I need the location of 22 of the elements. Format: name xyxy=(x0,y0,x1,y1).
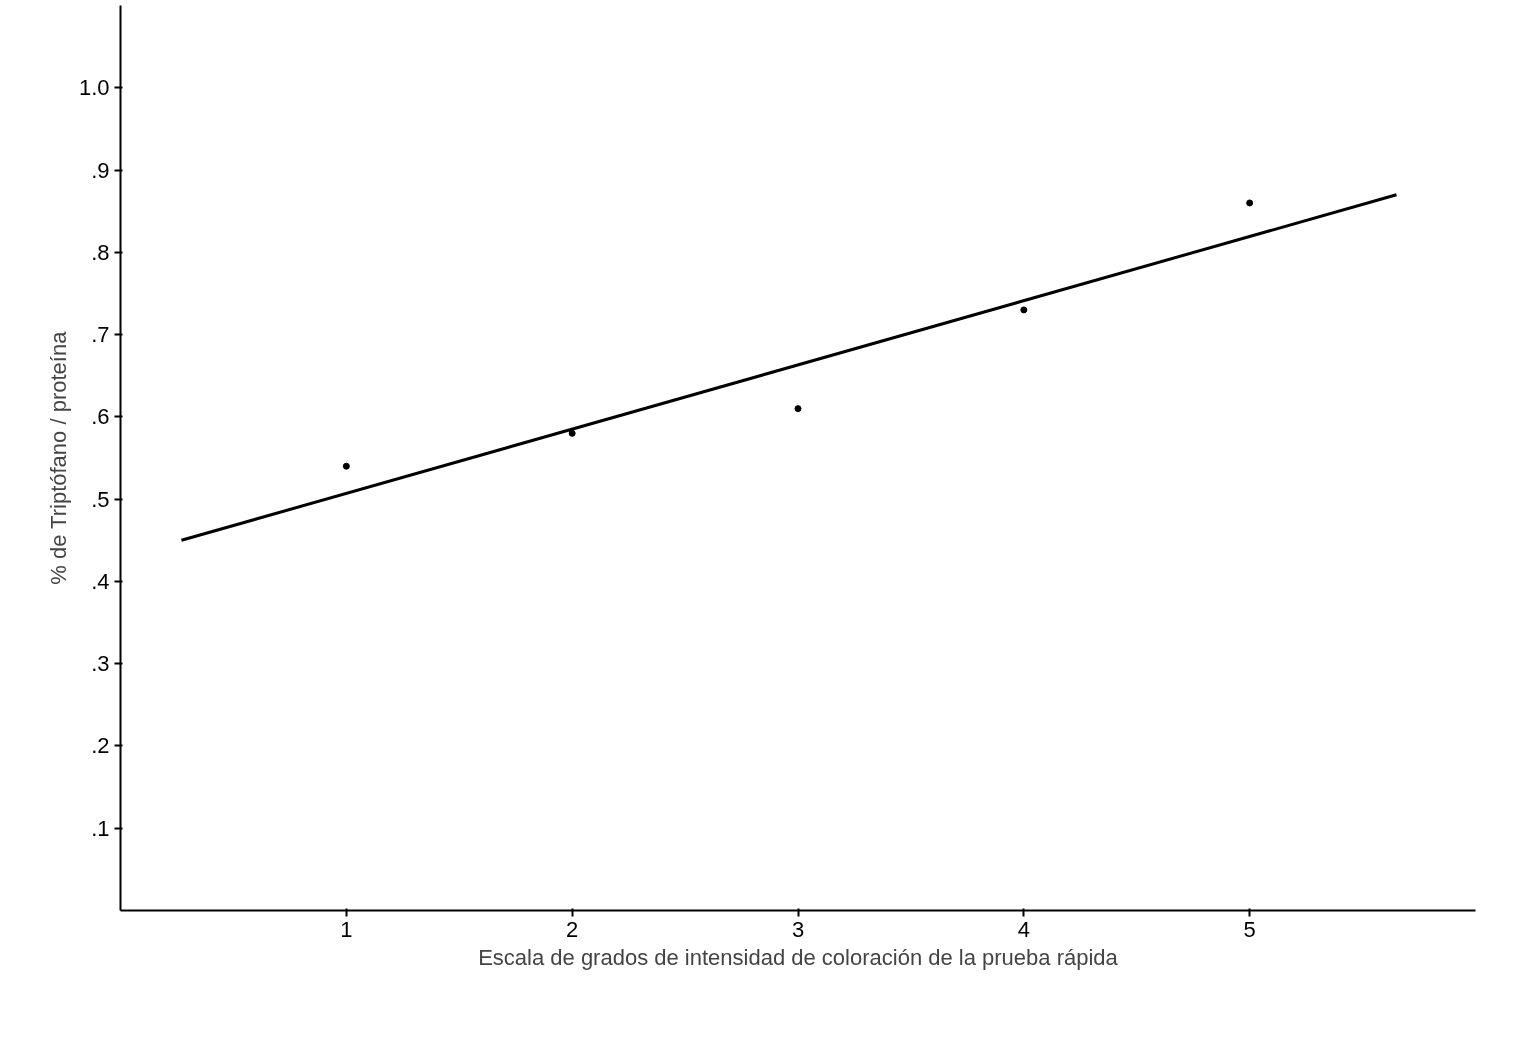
x-tick-label: 2 xyxy=(566,916,579,942)
y-axis-title: % de Triptófano / proteína xyxy=(45,330,71,585)
point xyxy=(1246,199,1254,207)
x-axis-title: Escala de grados de intensidad de coloración de la prueba rápida xyxy=(478,944,1119,970)
x-tick-label: 1 xyxy=(340,916,353,942)
point xyxy=(342,462,350,470)
y-tick-label: 1.0 xyxy=(78,75,110,101)
y-tick-label: .4 xyxy=(91,568,110,594)
y-tick-label: .9 xyxy=(91,157,110,183)
point xyxy=(568,429,576,437)
y-tick-label: .7 xyxy=(91,322,110,348)
x-tick-label: 3 xyxy=(791,916,805,942)
y-tick-label: .2 xyxy=(91,733,110,759)
y-tick-label: .6 xyxy=(91,404,110,430)
y-tick-label: .8 xyxy=(91,239,110,265)
point xyxy=(794,405,802,413)
y-tick-label: .1 xyxy=(91,815,110,841)
x-tick-label: 5 xyxy=(1243,916,1256,942)
y-tick-label: .3 xyxy=(91,651,110,677)
point xyxy=(1020,306,1028,314)
x-tick-label: 4 xyxy=(1017,916,1030,942)
y-tick-label: .5 xyxy=(91,486,110,512)
